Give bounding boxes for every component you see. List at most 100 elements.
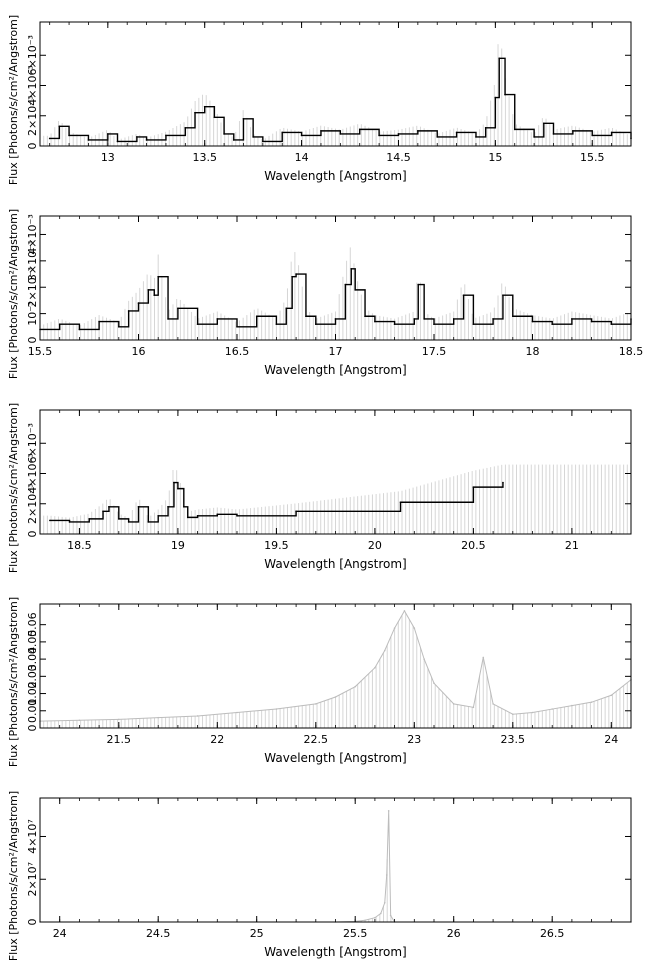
data-point (610, 323, 613, 325)
plot-frame (39, 21, 632, 147)
data-point (413, 627, 416, 629)
data-point (127, 310, 130, 312)
data-point (492, 703, 494, 705)
y-tick-label: 0.03 (26, 664, 39, 689)
y-axis-label: Flux [Photons/s/cm²/Angstrom] (7, 791, 20, 961)
data-point (223, 133, 225, 135)
data-point (118, 718, 120, 721)
data-point (48, 137, 51, 140)
x-tick-label: 26 (447, 927, 461, 940)
y-tick-label: 3×10⁻³ (26, 241, 39, 281)
data-point (494, 96, 497, 99)
data-point (167, 318, 169, 320)
data-point (378, 134, 380, 137)
data-point (118, 518, 120, 520)
data-point (513, 128, 516, 131)
y-tick-label: 0.04 (26, 647, 39, 672)
x-tick-label: 20.5 (461, 539, 486, 552)
data-point (127, 521, 130, 523)
x-tick-label: 15.5 (580, 151, 605, 164)
y-tick-label: 0.06 (26, 612, 39, 637)
data-point (203, 105, 206, 108)
data-point (98, 320, 100, 323)
data-point (364, 919, 366, 922)
data-point (504, 93, 506, 96)
series-line (40, 810, 631, 923)
data-point (417, 283, 420, 286)
data-point (320, 130, 322, 132)
data-point (262, 140, 264, 143)
data-point (295, 273, 297, 275)
data-point (403, 610, 406, 612)
data-point (49, 519, 51, 522)
series-1 (39, 810, 632, 923)
y-tick-label: 4×10⁻³ (26, 214, 39, 254)
data-point (462, 294, 465, 296)
chart-panel-5: 24 24.5 25 25.5 26 26.5 0 2×10⁷ 4×10⁷ Wavelength … (7, 791, 632, 961)
data-point (397, 133, 400, 135)
x-tick-label: 23.5 (501, 733, 526, 746)
data-point (455, 131, 458, 134)
plot-frame (39, 797, 632, 923)
x-tick-label: 22.5 (304, 733, 329, 746)
data-point (572, 130, 574, 132)
data-point (452, 703, 455, 705)
y-tick-label: 2×10⁻³ (26, 96, 39, 136)
data-point (551, 323, 553, 325)
x-tick-label: 25.5 (343, 927, 368, 940)
data-point (167, 505, 169, 508)
data-point (502, 481, 504, 484)
y-tick-label: 0 (26, 919, 39, 926)
x-tick-label: 18 (526, 345, 540, 358)
data-point (475, 136, 477, 138)
data-point (423, 318, 425, 320)
data-point (295, 510, 297, 513)
data-point (531, 320, 534, 323)
data-point (383, 649, 386, 652)
y-tick-label: 0.05 (26, 630, 39, 655)
x-axis-label: Wavelength [Angstrom] (264, 751, 406, 765)
data-point (137, 302, 140, 304)
y-tick-label: 4×10⁻³ (26, 453, 39, 493)
x-tick-label: 25 (250, 927, 264, 940)
data-point (385, 874, 388, 876)
data-point (157, 275, 159, 278)
x-tick-label: 18.5 (619, 345, 644, 358)
x-tick-label: 26.5 (540, 927, 565, 940)
data-point (399, 501, 402, 504)
x-tick-label: 13 (101, 151, 115, 164)
data-point (315, 703, 317, 705)
y-tick-label: 4×10⁷ (26, 819, 39, 854)
data-point (255, 315, 258, 318)
y-tick-label: 2×10⁻³ (26, 267, 39, 307)
x-tick-label: 14.5 (386, 151, 411, 164)
data-point (512, 713, 514, 716)
data-point (334, 318, 337, 320)
data-point (157, 515, 159, 517)
data-point (186, 516, 189, 519)
data-point (275, 323, 278, 325)
data-point (387, 810, 390, 812)
data-point (452, 318, 455, 320)
data-point (147, 521, 150, 523)
data-point (242, 117, 245, 120)
data-point (136, 136, 138, 138)
x-tick-label: 15.5 (28, 345, 53, 358)
data-point (358, 128, 361, 131)
data-point (472, 486, 475, 488)
y-axis-label: Flux [Photons/s/cm²/Angstrom] (7, 209, 20, 379)
data-point (58, 323, 61, 325)
data-point (147, 289, 150, 291)
x-tick-label: 20 (368, 539, 382, 552)
x-tick-label: 21.5 (107, 733, 132, 746)
y-axis-label: Flux [Photons/s/cm²/Angstrom] (7, 15, 20, 185)
data-point (68, 521, 71, 523)
x-axis-label: Wavelength [Angstrom] (264, 169, 406, 183)
data-point (194, 111, 196, 114)
data-point (502, 294, 504, 296)
data-point (380, 912, 382, 915)
data-point (498, 57, 501, 60)
data-point (374, 666, 376, 669)
x-tick-label: 17 (329, 345, 343, 358)
